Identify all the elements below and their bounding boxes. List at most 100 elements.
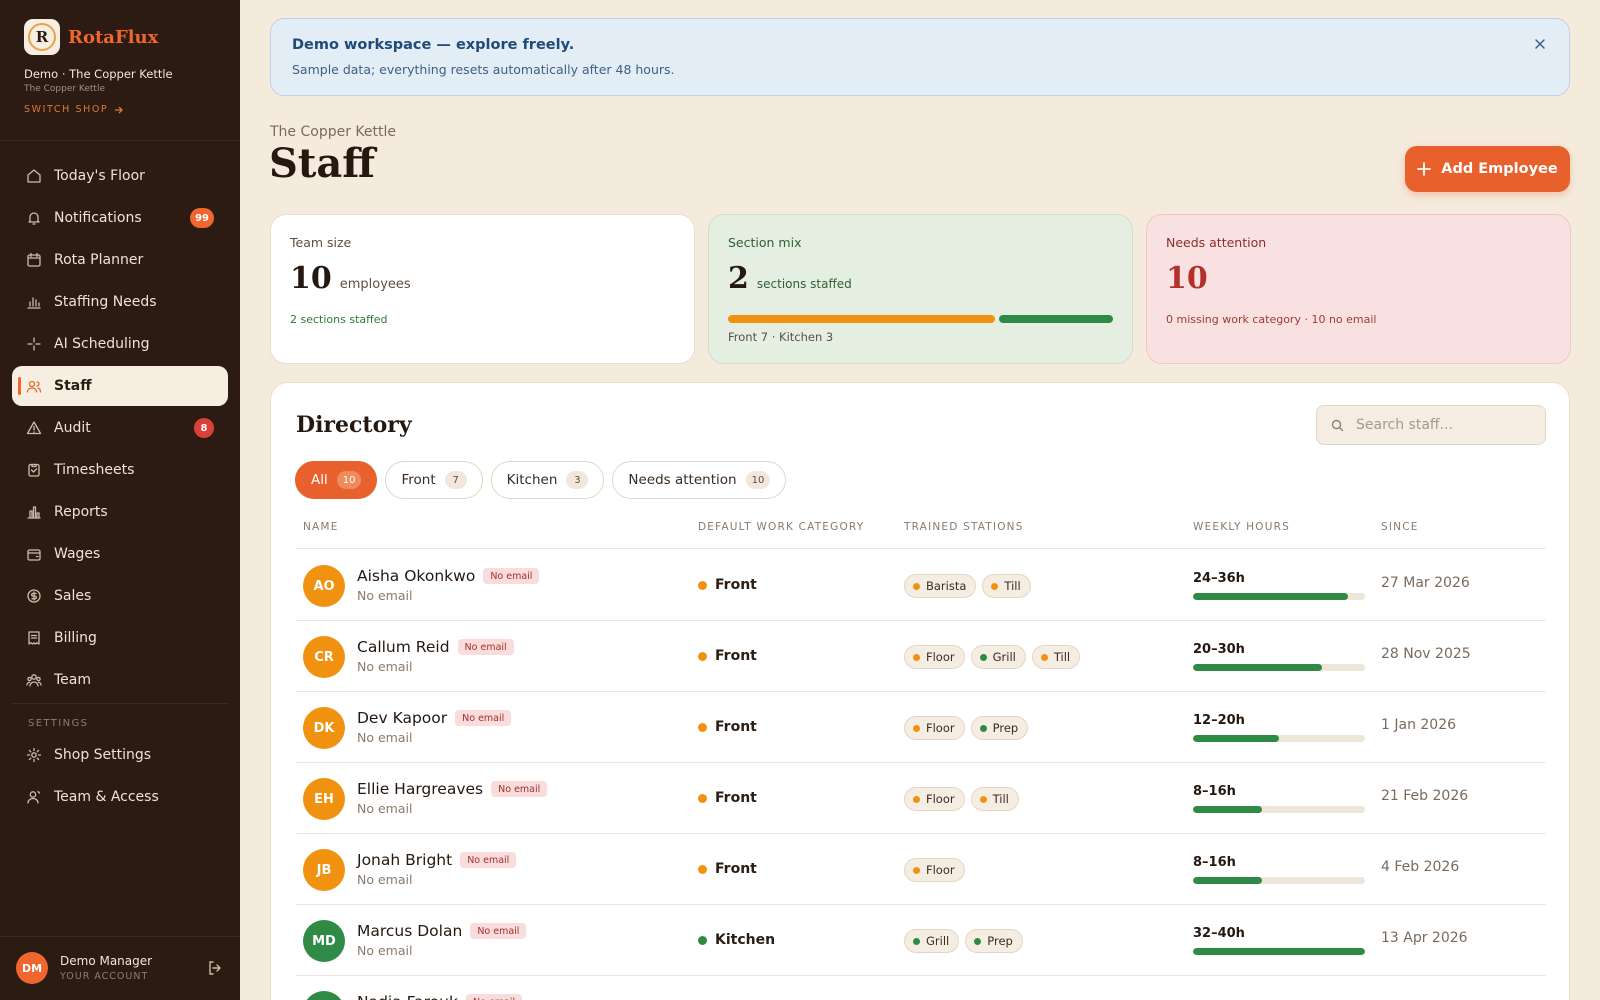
station-dot-icon <box>913 866 920 874</box>
employee-name[interactable]: Callum Reid <box>357 638 450 656</box>
status-badge: No email <box>457 639 514 655</box>
arrow-right-icon <box>115 106 124 113</box>
trained-stations: Floor Grill Till <box>904 645 1081 669</box>
users-icon <box>26 378 42 394</box>
sidebar-item-today-s-floor[interactable]: Today's Floor <box>12 156 228 196</box>
station-pill: Till <box>1031 645 1081 669</box>
search-input[interactable]: Search staff... <box>1316 405 1546 445</box>
sidebar-item-reports[interactable]: Reports <box>12 492 228 532</box>
section-mix-bar <box>728 315 1113 323</box>
work-category: Kitchen <box>698 932 775 948</box>
employee-name[interactable]: Dev Kapoor <box>357 709 448 727</box>
work-category: Front <box>698 861 757 877</box>
employee-name[interactable]: Marcus Dolan <box>357 922 463 940</box>
station-pill: Floor <box>904 716 965 740</box>
column-header[interactable]: NAME <box>303 521 339 533</box>
sidebar-item-label: Billing <box>54 630 97 646</box>
column-header[interactable]: DEFAULT WORK CATEGORY <box>698 521 865 533</box>
sidebar-item-shop-settings[interactable]: Shop Settings <box>12 735 228 775</box>
sidebar: R RotaFlux Demo · The Copper Kettle The … <box>0 0 240 1000</box>
sidebar-item-notifications[interactable]: Notifications 99 <box>12 198 228 238</box>
banner-text: Sample data; everything resets automatic… <box>292 62 675 77</box>
column-header[interactable]: TRAINED STATIONS <box>904 521 1024 533</box>
station-dot-icon <box>1040 653 1048 661</box>
add-employee-button[interactable]: Add Employee <box>1405 146 1570 192</box>
employee-name[interactable]: Nadia Farouk <box>357 993 458 1000</box>
sidebar-item-team-access[interactable]: Team & Access <box>12 777 228 817</box>
close-icon[interactable] <box>1531 35 1549 53</box>
sidebar-item-wages[interactable]: Wages <box>12 534 228 574</box>
sidebar-item-label: Today's Floor <box>54 168 145 184</box>
settings-section-label: SETTINGS <box>28 718 89 729</box>
column-header[interactable]: SINCE <box>1381 521 1419 533</box>
filter-chip-front[interactable]: Front 7 <box>385 461 483 499</box>
bar-chart-icon <box>26 294 42 310</box>
column-header[interactable]: WEEKLY HOURS <box>1193 521 1290 533</box>
filter-chip-all[interactable]: All 10 <box>295 461 378 499</box>
brand[interactable]: R RotaFlux <box>24 19 158 55</box>
user-access-icon <box>26 789 42 805</box>
sparkle-icon <box>26 336 42 352</box>
filter-chips: All 10 Front 7 Kitchen 3 Needs attention 10 <box>295 461 787 499</box>
user-account[interactable]: DM Demo Manager YOUR ACCOUNT <box>16 952 152 984</box>
table-row[interactable]: EH Ellie Hargreaves No email No email Front F… <box>296 763 1546 834</box>
sidebar-item-timesheets[interactable]: Timesheets <box>12 450 228 490</box>
employee-email: No email <box>357 659 413 674</box>
avatar: AO <box>303 565 345 607</box>
employee-name[interactable]: Jonah Bright <box>357 851 453 869</box>
trained-stations: Floor Till <box>904 787 1019 811</box>
status-badge: No email <box>483 568 540 584</box>
user-name: Demo Manager <box>60 954 153 968</box>
filter-chip-needs-attention[interactable]: Needs attention 10 <box>612 461 787 499</box>
weekly-hours-value: 32–40h <box>1193 926 1245 941</box>
status-badge: No email <box>470 923 527 939</box>
sidebar-item-ai-scheduling[interactable]: AI Scheduling <box>12 324 228 364</box>
work-category-label: Front <box>715 648 757 664</box>
table-row[interactable]: DK Dev Kapoor No email No email Front Floor Pr… <box>296 692 1546 763</box>
filter-chip-count: 10 <box>745 471 771 489</box>
weekly-hours-bar <box>1193 593 1365 600</box>
receipt-icon <box>26 630 42 646</box>
work-category: Front <box>698 719 757 735</box>
sidebar-item-staffing-needs[interactable]: Staffing Needs <box>12 282 228 322</box>
avatar: EH <box>303 778 345 820</box>
category-dot-icon <box>698 722 707 732</box>
avatar: CR <box>303 636 345 678</box>
table-row[interactable]: CR Callum Reid No email No email Front Floor G… <box>296 621 1546 692</box>
weekly-hours-bar <box>1193 735 1365 742</box>
trained-stations: Grill Prep <box>904 929 1023 953</box>
filter-chip-count: 10 <box>336 471 362 489</box>
sidebar-item-staff[interactable]: Staff <box>12 366 228 406</box>
breadcrumb[interactable]: The Copper Kettle <box>270 124 396 140</box>
sidebar-item-sales[interactable]: Sales <box>12 576 228 616</box>
switch-shop-link[interactable]: SWITCH SHOP <box>24 104 124 115</box>
count-badge: 99 <box>190 208 214 228</box>
filter-chip-label: Kitchen <box>506 472 558 488</box>
filter-chip-kitchen[interactable]: Kitchen 3 <box>490 461 605 499</box>
switch-shop-label: SWITCH SHOP <box>24 104 109 115</box>
sidebar-item-audit[interactable]: Audit 8 <box>12 408 228 448</box>
status-badge: No email <box>491 781 548 797</box>
table-row[interactable]: JB Jonah Bright No email No email Front Floor… <box>296 834 1546 905</box>
section-mix-note: Front 7 · Kitchen 3 <box>728 330 834 344</box>
station-label: Prep <box>987 934 1013 948</box>
employee-name[interactable]: Ellie Hargreaves <box>357 780 484 798</box>
since-date: 27 Mar 2026 <box>1381 575 1470 591</box>
reports-icon <box>26 504 42 520</box>
employee-name[interactable]: Aisha Okonkwo <box>357 567 476 585</box>
mix-front-segment <box>728 315 995 323</box>
station-label: Grill <box>992 650 1016 664</box>
status-badge: No email <box>460 852 517 868</box>
table-row[interactable]: AO Aisha Okonkwo No email No email Front Bari… <box>296 550 1546 621</box>
stat-label: Needs attention <box>1166 235 1267 250</box>
settings-divider <box>12 703 228 704</box>
sidebar-item-billing[interactable]: Billing <box>12 618 228 658</box>
sidebar-item-label: Reports <box>54 504 108 520</box>
sidebar-item-rota-planner[interactable]: Rota Planner <box>12 240 228 280</box>
logout-icon[interactable] <box>207 960 223 976</box>
sidebar-item-team[interactable]: Team <box>12 660 228 700</box>
table-row[interactable]: MD Marcus Dolan No email No email Kitchen Gri… <box>296 905 1546 976</box>
filter-chip-count: 7 <box>444 471 467 489</box>
weekly-hours-fill <box>1193 806 1262 813</box>
